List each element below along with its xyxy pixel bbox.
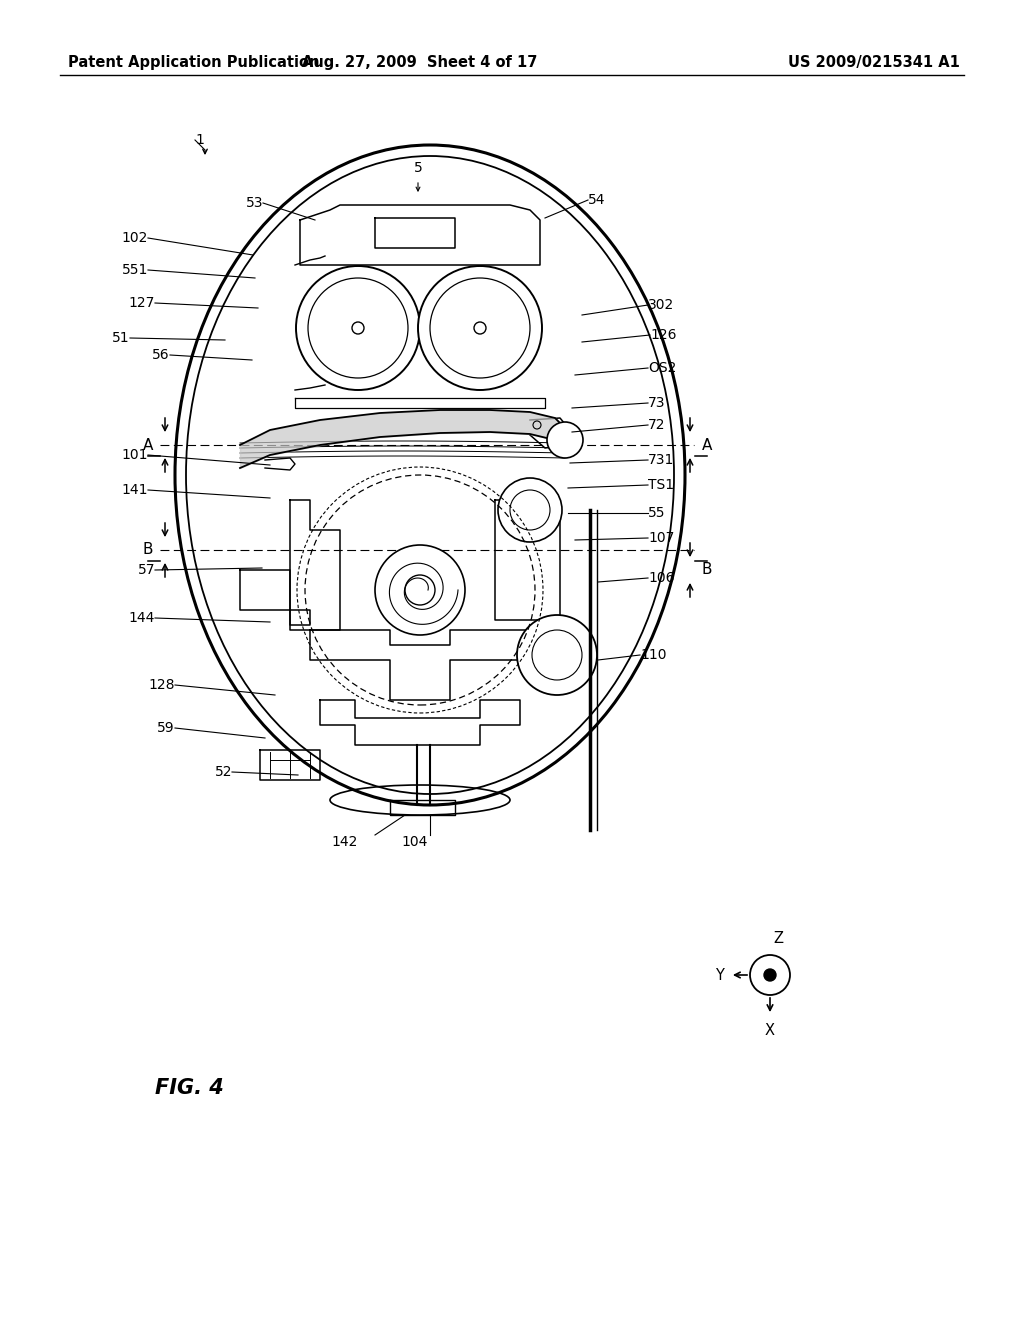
Circle shape — [764, 969, 776, 981]
Text: 126: 126 — [650, 327, 677, 342]
Text: FIG. 4: FIG. 4 — [155, 1078, 224, 1098]
Circle shape — [750, 954, 790, 995]
Text: Y: Y — [715, 968, 724, 982]
Text: Aug. 27, 2009  Sheet 4 of 17: Aug. 27, 2009 Sheet 4 of 17 — [302, 54, 538, 70]
Circle shape — [296, 267, 420, 389]
Text: 551: 551 — [122, 263, 148, 277]
Text: 102: 102 — [122, 231, 148, 246]
Text: 59: 59 — [158, 721, 175, 735]
Text: 142: 142 — [332, 836, 358, 849]
Text: 56: 56 — [153, 348, 170, 362]
Text: 731: 731 — [648, 453, 675, 467]
Text: 128: 128 — [148, 678, 175, 692]
Text: 55: 55 — [648, 506, 666, 520]
Text: OS2: OS2 — [648, 360, 677, 375]
Text: 5: 5 — [414, 161, 422, 176]
Text: 110: 110 — [640, 648, 667, 663]
Circle shape — [517, 615, 597, 696]
Text: Z: Z — [773, 931, 783, 946]
Circle shape — [498, 478, 562, 543]
Text: 1: 1 — [195, 133, 204, 147]
Text: A: A — [701, 437, 712, 453]
Text: 104: 104 — [401, 836, 428, 849]
Text: A: A — [142, 437, 154, 453]
Text: 141: 141 — [122, 483, 148, 498]
Circle shape — [352, 322, 364, 334]
Text: 52: 52 — [214, 766, 232, 779]
Text: 107: 107 — [648, 531, 675, 545]
Text: B: B — [701, 562, 713, 578]
Text: 53: 53 — [246, 195, 263, 210]
Circle shape — [375, 545, 465, 635]
Circle shape — [547, 422, 583, 458]
Text: X: X — [765, 1023, 775, 1038]
Text: 57: 57 — [137, 564, 155, 577]
Text: 127: 127 — [129, 296, 155, 310]
Ellipse shape — [186, 156, 674, 795]
Text: 72: 72 — [648, 418, 666, 432]
Text: 54: 54 — [588, 193, 605, 207]
Circle shape — [418, 267, 542, 389]
Text: US 2009/0215341 A1: US 2009/0215341 A1 — [788, 54, 961, 70]
Text: 73: 73 — [648, 396, 666, 411]
Circle shape — [474, 322, 486, 334]
Text: B: B — [142, 543, 154, 557]
Text: 144: 144 — [129, 611, 155, 624]
Text: 106: 106 — [648, 572, 675, 585]
Text: 101: 101 — [122, 447, 148, 462]
Text: 302: 302 — [648, 298, 674, 312]
Text: Patent Application Publication: Patent Application Publication — [68, 54, 319, 70]
Text: 51: 51 — [113, 331, 130, 345]
Text: TS1: TS1 — [648, 478, 674, 492]
Circle shape — [406, 576, 435, 605]
